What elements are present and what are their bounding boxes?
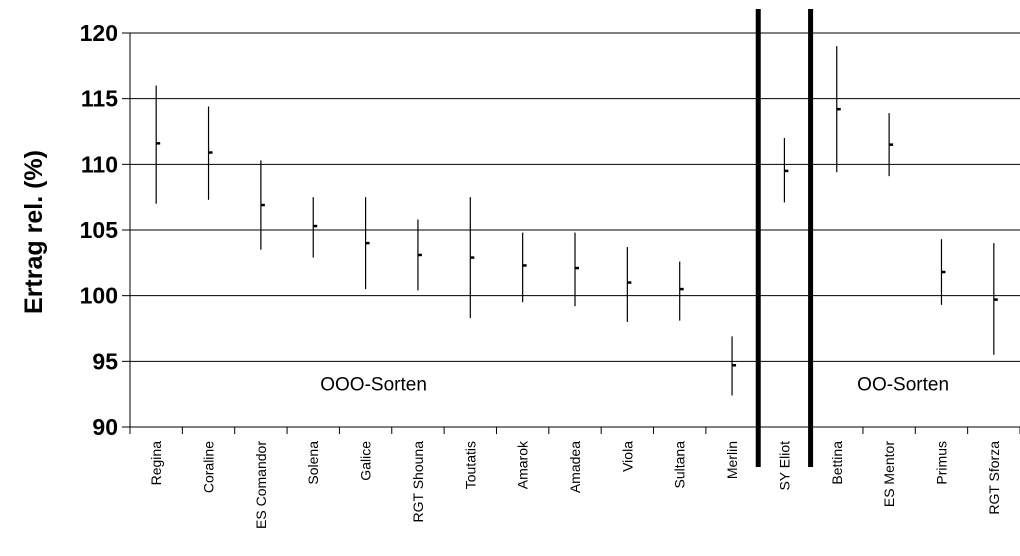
y-tick-label-120: 120: [80, 20, 118, 46]
x-tick-label-sultana: Sultana: [672, 441, 688, 489]
y-tick-label-90: 90: [92, 414, 118, 440]
y-tick-label-115: 115: [81, 86, 118, 112]
x-tick-label-es-mentor: ES Mentor: [881, 441, 897, 507]
x-tick-label-toutatis: Toutatis: [462, 441, 478, 489]
x-tick-label-primus: Primus: [933, 441, 949, 485]
x-tick-label-es-comandor: ES Comandor: [253, 441, 269, 529]
x-tick-label-amarok: Amarok: [515, 440, 531, 489]
annotation-ooo-sorten: OOO-Sorten: [320, 375, 427, 396]
x-tick-label-merlin: Merlin: [724, 441, 740, 479]
y-tick-label-100: 100: [80, 283, 118, 309]
x-tick-label-galice: Galice: [358, 441, 374, 481]
x-tick-label-regina: Regina: [148, 441, 164, 486]
x-tick-label-amadea: Amadea: [567, 441, 583, 493]
y-tick-label-95: 95: [92, 348, 118, 374]
x-tick-label-coraline: Coraline: [201, 441, 217, 493]
x-tick-label-sy-eliot: SY Eliot: [776, 441, 792, 491]
x-tick-label-solena: Solena: [305, 441, 321, 485]
y-axis-label: Ertrag rel. (%): [20, 150, 48, 314]
y-tick-label-105: 105: [80, 217, 119, 243]
x-tick-label-rgt-sforza: RGT Sforza: [986, 441, 1002, 515]
x-tick-label-rgt-shouna: RGT Shouna: [410, 441, 426, 523]
x-tick-label-viola: Viola: [619, 441, 635, 472]
x-tick-label-bettina: Bettina: [829, 441, 845, 485]
y-tick-label-110: 110: [81, 151, 118, 177]
annotation-oo-sorten: OO-Sorten: [857, 375, 949, 396]
